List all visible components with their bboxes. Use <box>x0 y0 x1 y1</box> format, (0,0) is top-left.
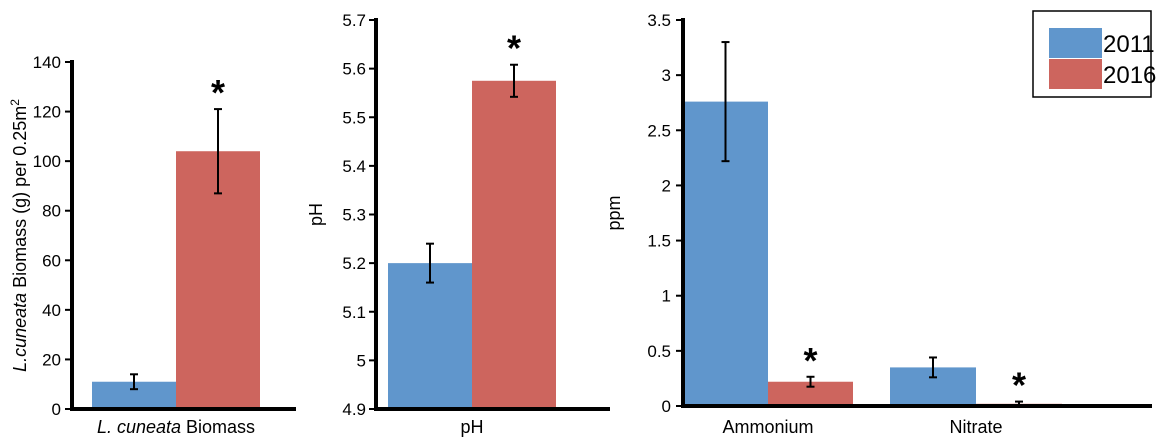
y-tick-label: 5.5 <box>342 108 366 127</box>
y-axis-label: L.cuneata Biomass (g) per 0.25m2 <box>8 99 30 372</box>
y-tick-label: 60 <box>42 251 61 270</box>
y-tick-label: 140 <box>33 53 61 72</box>
x-category-label: Ammonium <box>722 417 813 437</box>
y-tick-label: 5 <box>357 351 366 370</box>
y-tick-label: 5.1 <box>342 303 366 322</box>
y-tick-label: 20 <box>42 350 61 369</box>
y-tick-label: 0 <box>662 397 671 416</box>
y-tick-label: 2 <box>662 176 671 195</box>
significance-asterisk: * <box>803 340 817 381</box>
y-axis-label: ppm <box>604 195 624 230</box>
legend-label-2011: 2011 <box>1103 31 1155 58</box>
y-tick-label: 5.6 <box>342 60 366 79</box>
significance-asterisk: * <box>1012 365 1026 406</box>
y-tick-label: 4.9 <box>342 400 366 419</box>
x-category-label: pH <box>460 417 483 437</box>
significance-asterisk: * <box>507 28 521 69</box>
legend-swatch-2016 <box>1049 59 1102 89</box>
y-tick-label: 100 <box>33 152 61 171</box>
y-axis-label: pH <box>306 203 326 226</box>
y-tick-label: 0 <box>52 400 61 419</box>
y-tick-label: 120 <box>33 103 61 122</box>
y-tick-label: 1 <box>662 287 671 306</box>
y-tick-label: 80 <box>42 202 61 221</box>
y-tick-label: 3.5 <box>647 11 671 30</box>
y-tick-label: 40 <box>42 301 61 320</box>
chart-panel-1: * 0 20 40 60 80 100 120 140 L. cuneata Biomass L.c… <box>8 53 296 437</box>
y-tick-label: 1.5 <box>647 232 671 251</box>
bar-2011-ph <box>388 263 472 409</box>
y-tick-label: 3 <box>662 66 671 85</box>
y-tick-label: 5.2 <box>342 254 366 273</box>
y-tick-label: 5.3 <box>342 206 366 225</box>
chart-panel-2: * 4.9 5 5.1 5.2 5.3 5.4 5.5 5.6 5.7 pH pH <box>306 11 610 437</box>
legend-label-2016: 2016 <box>1103 62 1156 89</box>
bar-2016-ph <box>472 80 556 409</box>
x-category-label: Nitrate <box>949 417 1002 437</box>
significance-asterisk: * <box>211 72 225 113</box>
y-tick-label: 5.7 <box>342 11 366 30</box>
x-category-label: L. cuneata Biomass <box>97 417 255 437</box>
y-tick-label: 0.5 <box>647 342 671 361</box>
y-tick-label: 2.5 <box>647 121 671 140</box>
y-tick-label: 5.4 <box>342 157 366 176</box>
legend-swatch-2011 <box>1049 28 1102 58</box>
legend: 2011 2016 <box>1032 10 1156 98</box>
chart-panel-3: * * 0 0.5 1 1.5 2 2.5 3 3.5 Ammonium Nitrate ppm 2011… <box>604 10 1156 437</box>
